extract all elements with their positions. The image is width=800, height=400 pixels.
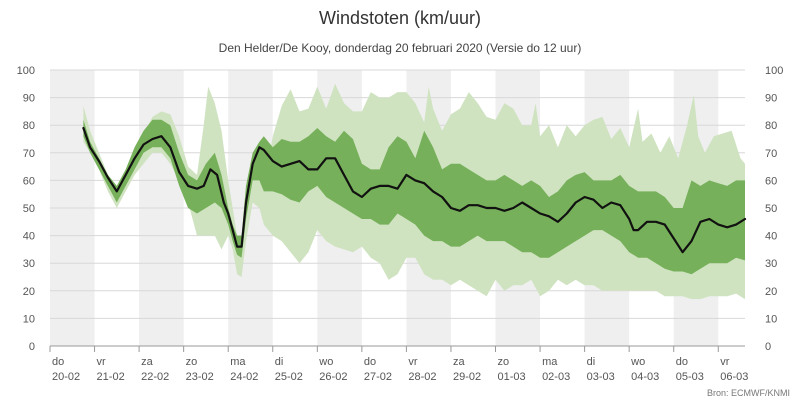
x-tick-day: za bbox=[453, 356, 466, 368]
y-tick-label: 40 bbox=[23, 231, 35, 243]
x-tick-day: do bbox=[676, 356, 688, 368]
median-line bbox=[82, 126, 747, 254]
x-tick-day: ma bbox=[230, 356, 246, 368]
x-tick-date: 28-02 bbox=[408, 371, 436, 383]
x-tick-day: di bbox=[587, 356, 596, 368]
x-tick-date: 27-02 bbox=[364, 371, 392, 383]
y-tick-label: 80 bbox=[23, 120, 35, 132]
y-tick-label: 30 bbox=[23, 258, 35, 270]
x-tick-date: 22-02 bbox=[141, 371, 169, 383]
x-tick-day: di bbox=[275, 356, 284, 368]
x-tick-date: 01-03 bbox=[498, 371, 526, 383]
y-axis-left: 0 10 20 30 40 50 60 70 80 90 100 bbox=[17, 65, 35, 353]
x-tick-date: 02-03 bbox=[542, 371, 570, 383]
x-tick-day: vr bbox=[97, 356, 107, 368]
inner-range-band bbox=[83, 119, 745, 275]
x-tick-date: 26-02 bbox=[319, 371, 347, 383]
x-tick-date: 25-02 bbox=[275, 371, 303, 383]
y-tick-label: 20 bbox=[23, 286, 35, 298]
y-tick-label: 60 bbox=[23, 175, 35, 187]
y-tick-label: 50 bbox=[765, 203, 777, 215]
x-tick-date: 23-02 bbox=[186, 371, 214, 383]
y-tick-label: 100 bbox=[765, 65, 783, 77]
y-tick-label: 50 bbox=[23, 203, 35, 215]
x-tick-day: do bbox=[52, 356, 64, 368]
y-tick-label: 40 bbox=[765, 231, 777, 243]
y-tick-label: 30 bbox=[765, 258, 777, 270]
y-tick-label: 90 bbox=[765, 93, 777, 105]
x-tick-date: 29-02 bbox=[453, 371, 481, 383]
x-tick-date: 20-02 bbox=[52, 371, 80, 383]
x-tick-date: 24-02 bbox=[230, 371, 258, 383]
y-tick-label: 0 bbox=[29, 341, 35, 353]
y-tick-label: 10 bbox=[765, 313, 777, 325]
x-tick-day: zo bbox=[498, 356, 510, 368]
y-tick-label: 60 bbox=[765, 175, 777, 187]
x-tick-day: zo bbox=[186, 356, 198, 368]
x-tick-day: wo bbox=[630, 356, 645, 368]
x-tick-date: 21-02 bbox=[97, 371, 125, 383]
x-tick-day: wo bbox=[318, 356, 333, 368]
y-tick-label: 0 bbox=[765, 341, 771, 353]
y-tick-label: 80 bbox=[765, 120, 777, 132]
y-tick-label: 70 bbox=[765, 148, 777, 160]
x-tick-date: 05-03 bbox=[676, 371, 704, 383]
x-tick-day: do bbox=[364, 356, 376, 368]
chart-credit: Bron: ECMWF/KNMI bbox=[707, 388, 790, 398]
y-tick-label: 20 bbox=[765, 286, 777, 298]
x-axis: do 20-02 vr 21-02 za 22-02 zo 23-02 ma 24-02 di 25-… bbox=[52, 356, 748, 383]
x-tick-day: vr bbox=[720, 356, 730, 368]
y-tick-label: 90 bbox=[23, 93, 35, 105]
forecast-bands bbox=[82, 83, 747, 300]
x-tick-date: 06-03 bbox=[720, 371, 748, 383]
y-tick-label: 100 bbox=[17, 65, 35, 77]
x-tick-date: 03-03 bbox=[587, 371, 615, 383]
y-axis-right: 0 10 20 30 40 50 60 70 80 90 100 bbox=[765, 65, 783, 353]
y-tick-label: 70 bbox=[23, 148, 35, 160]
x-tick-day: za bbox=[141, 356, 154, 368]
chart-subtitle: Den Helder/De Kooy, donderdag 20 februar… bbox=[219, 41, 582, 55]
axes bbox=[49, 345, 745, 352]
x-tick-day: vr bbox=[408, 356, 418, 368]
x-tick-date: 04-03 bbox=[631, 371, 659, 383]
x-tick-day: ma bbox=[542, 356, 558, 368]
chart-title: Windstoten (km/uur) bbox=[319, 8, 481, 28]
y-tick-label: 10 bbox=[23, 313, 35, 325]
